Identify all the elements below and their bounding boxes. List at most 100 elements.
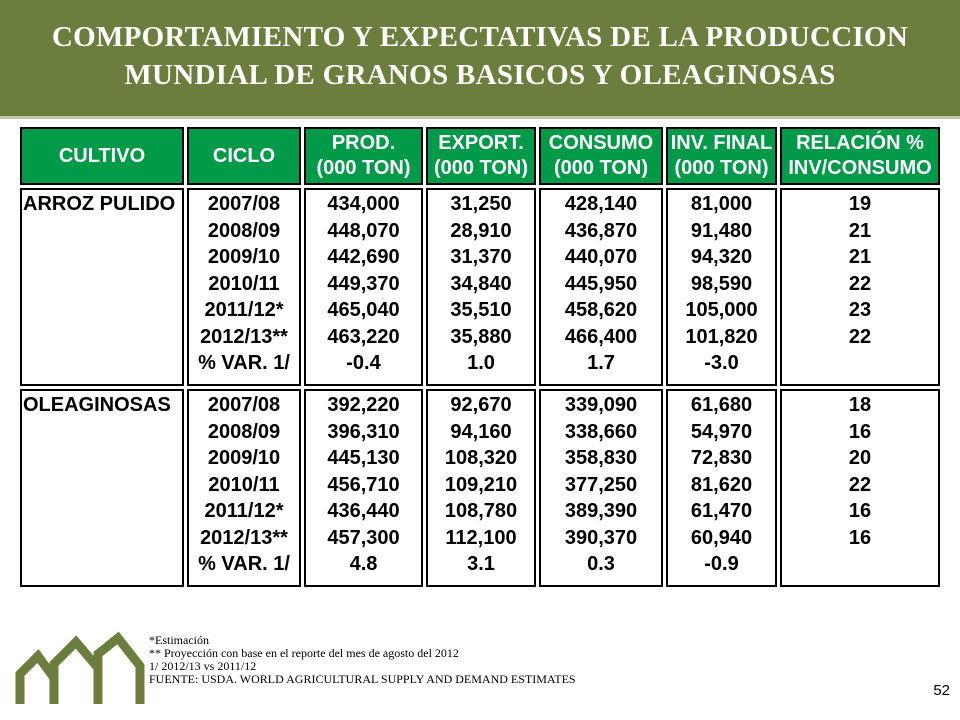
header-box-export [426, 127, 536, 185]
table-cell-rel: 19 [848, 193, 872, 215]
column-header-line1: CULTIVO [58, 144, 146, 167]
table-cell-export: 92,670 [450, 394, 512, 416]
table-cell-inv: 94,320 [690, 246, 753, 268]
table-cell-consumo: 440,070 [564, 246, 638, 268]
column-header-line2: INV/CONSUMO [788, 157, 932, 179]
table-cell-export: 31,370 [450, 246, 512, 268]
table-cell-consumo: 338,660 [564, 420, 638, 443]
table-cell-inv: -3.0 [704, 352, 739, 374]
table-cell-prod: 449,370 [327, 272, 400, 295]
table-cell-inv: 98,590 [690, 272, 753, 295]
group-box-ciclo [187, 188, 301, 386]
group-box-crop [20, 188, 184, 386]
column-header-line1: PROD. [331, 132, 396, 154]
table-cell-inv: 91,480 [690, 219, 753, 242]
group-box-export [426, 188, 536, 386]
table-cell-prod: 448,070 [327, 219, 400, 242]
group-box-inv [666, 188, 777, 386]
column-header-inv: INV. FINAL (000 TON) [666, 127, 777, 185]
column-header-line2: (000 TON) [553, 157, 649, 179]
table-cell-inv: 81,000 [690, 193, 753, 215]
header-box-consumo [539, 127, 663, 185]
table-cell-ciclo: 2012/13** [200, 526, 288, 549]
table-cell-export: 3.1 [467, 553, 495, 575]
table-cell-export: 35,880 [450, 325, 512, 348]
table-cell-export: 94,160 [450, 420, 512, 443]
table-cell-prod: 396,310 [327, 420, 400, 443]
column-header-line2: (000 TON) [316, 157, 411, 179]
table-cell-ciclo: 2009/10 [207, 447, 281, 469]
table-cell-prod: 463,220 [327, 325, 400, 348]
column-header-prod: PROD. (000 TON) [304, 127, 423, 185]
column-header-line1: INV. FINAL [670, 132, 773, 154]
table-cell-ciclo: 2008/09 [207, 420, 281, 443]
column-header-consumo: CONSUMO (000 TON) [539, 127, 663, 185]
table-cell-prod: 456,710 [327, 473, 400, 496]
table-cell-inv: 61,470 [690, 500, 753, 522]
mountains-logo-icon [15, 631, 145, 704]
column-header-rel: RELACIÓN % INV/CONSUMO [780, 127, 940, 185]
group-box-inv [666, 389, 777, 587]
table-cell-consumo: 428,140 [564, 193, 638, 215]
table-cell-prod: 442,690 [327, 246, 400, 268]
table-cell-rel: 16 [848, 420, 872, 443]
table-cell-consumo: 358,830 [564, 447, 638, 469]
table-cell-consumo: 466,400 [564, 325, 638, 348]
footnote-projection: ** Proyección con base en el reporte del… [149, 646, 459, 660]
table-cell-export: 108,780 [444, 500, 518, 522]
table-cell-export: 1.0 [467, 352, 495, 374]
page-title: COMPORTAMIENTO Y EXPECTATIVAS DE LA PROD… [0, 18, 960, 94]
table-cell-inv: 105,000 [685, 299, 758, 321]
table-cell-consumo: 377,250 [564, 473, 638, 496]
table-cell-ciclo: 2010/11 [208, 272, 280, 295]
header-box-rel [780, 127, 940, 185]
table-cell-export: 35,510 [450, 299, 512, 321]
table-cell-rel [780, 551, 940, 577]
table-cell-export: 108,320 [444, 447, 518, 469]
group-box-consumo [539, 188, 663, 386]
column-header-line1: EXPORT. [438, 132, 524, 154]
table-cell-rel: 22 [848, 325, 872, 348]
table-cell-inv: 61,680 [690, 394, 753, 416]
title-banner [0, 0, 960, 116]
table-cell-rel: 22 [848, 473, 872, 496]
table-cell-consumo: 0.3 [587, 553, 615, 575]
table-cell-ciclo: 2007/08 [207, 394, 281, 416]
table-cell-consumo: 458,620 [564, 299, 638, 321]
table-cell-rel: 20 [848, 447, 872, 469]
table-cell-export: 34,840 [450, 272, 512, 295]
table-cell-prod: 392,220 [327, 394, 400, 416]
header-box-crop [20, 127, 184, 185]
group-box-rel [780, 188, 940, 386]
group-box-crop [20, 389, 184, 587]
table-cell-ciclo: 2011/12* [204, 299, 284, 321]
table-cell-export: 28,910 [450, 219, 512, 242]
table-cell-consumo: 390,370 [564, 526, 638, 549]
table-cell-prod: 465,040 [327, 299, 400, 321]
column-header-export: EXPORT. (000 TON) [426, 127, 536, 185]
group-box-consumo [539, 389, 663, 587]
table-cell-inv: 60,940 [690, 526, 753, 549]
banner-divider [0, 116, 960, 119]
column-header-line2: (000 TON) [674, 157, 769, 179]
table-cell-ciclo: 2012/13** [200, 325, 288, 348]
table-cell-rel: 21 [848, 246, 872, 268]
crop-name: ARROZ PULIDO [23, 193, 176, 215]
table-cell-inv: 101,820 [685, 325, 758, 348]
table-cell-ciclo: 2007/08 [207, 193, 281, 215]
table-cell-ciclo: 2010/11 [208, 473, 280, 496]
footnote-estimate: *Estimación [149, 633, 209, 647]
header-box-ciclo [187, 127, 301, 185]
group-box-ciclo [187, 389, 301, 587]
table-cell-consumo: 1.7 [587, 352, 615, 374]
table-cell-ciclo: % VAR. 1/ [198, 553, 290, 575]
column-header-line1: RELACIÓN % [796, 132, 924, 154]
table-cell-prod: 436,440 [327, 500, 400, 522]
footnote-variation: 1/ 2012/13 vs 2011/12 [149, 659, 257, 673]
table-cell-inv: 72,830 [690, 447, 753, 469]
column-header-crop: CULTIVO [20, 127, 184, 185]
table-cell-ciclo: 2008/09 [207, 219, 281, 242]
table-cell-consumo: 436,870 [564, 219, 638, 242]
page-number: 52 [933, 682, 950, 699]
group-box-prod [304, 188, 423, 386]
